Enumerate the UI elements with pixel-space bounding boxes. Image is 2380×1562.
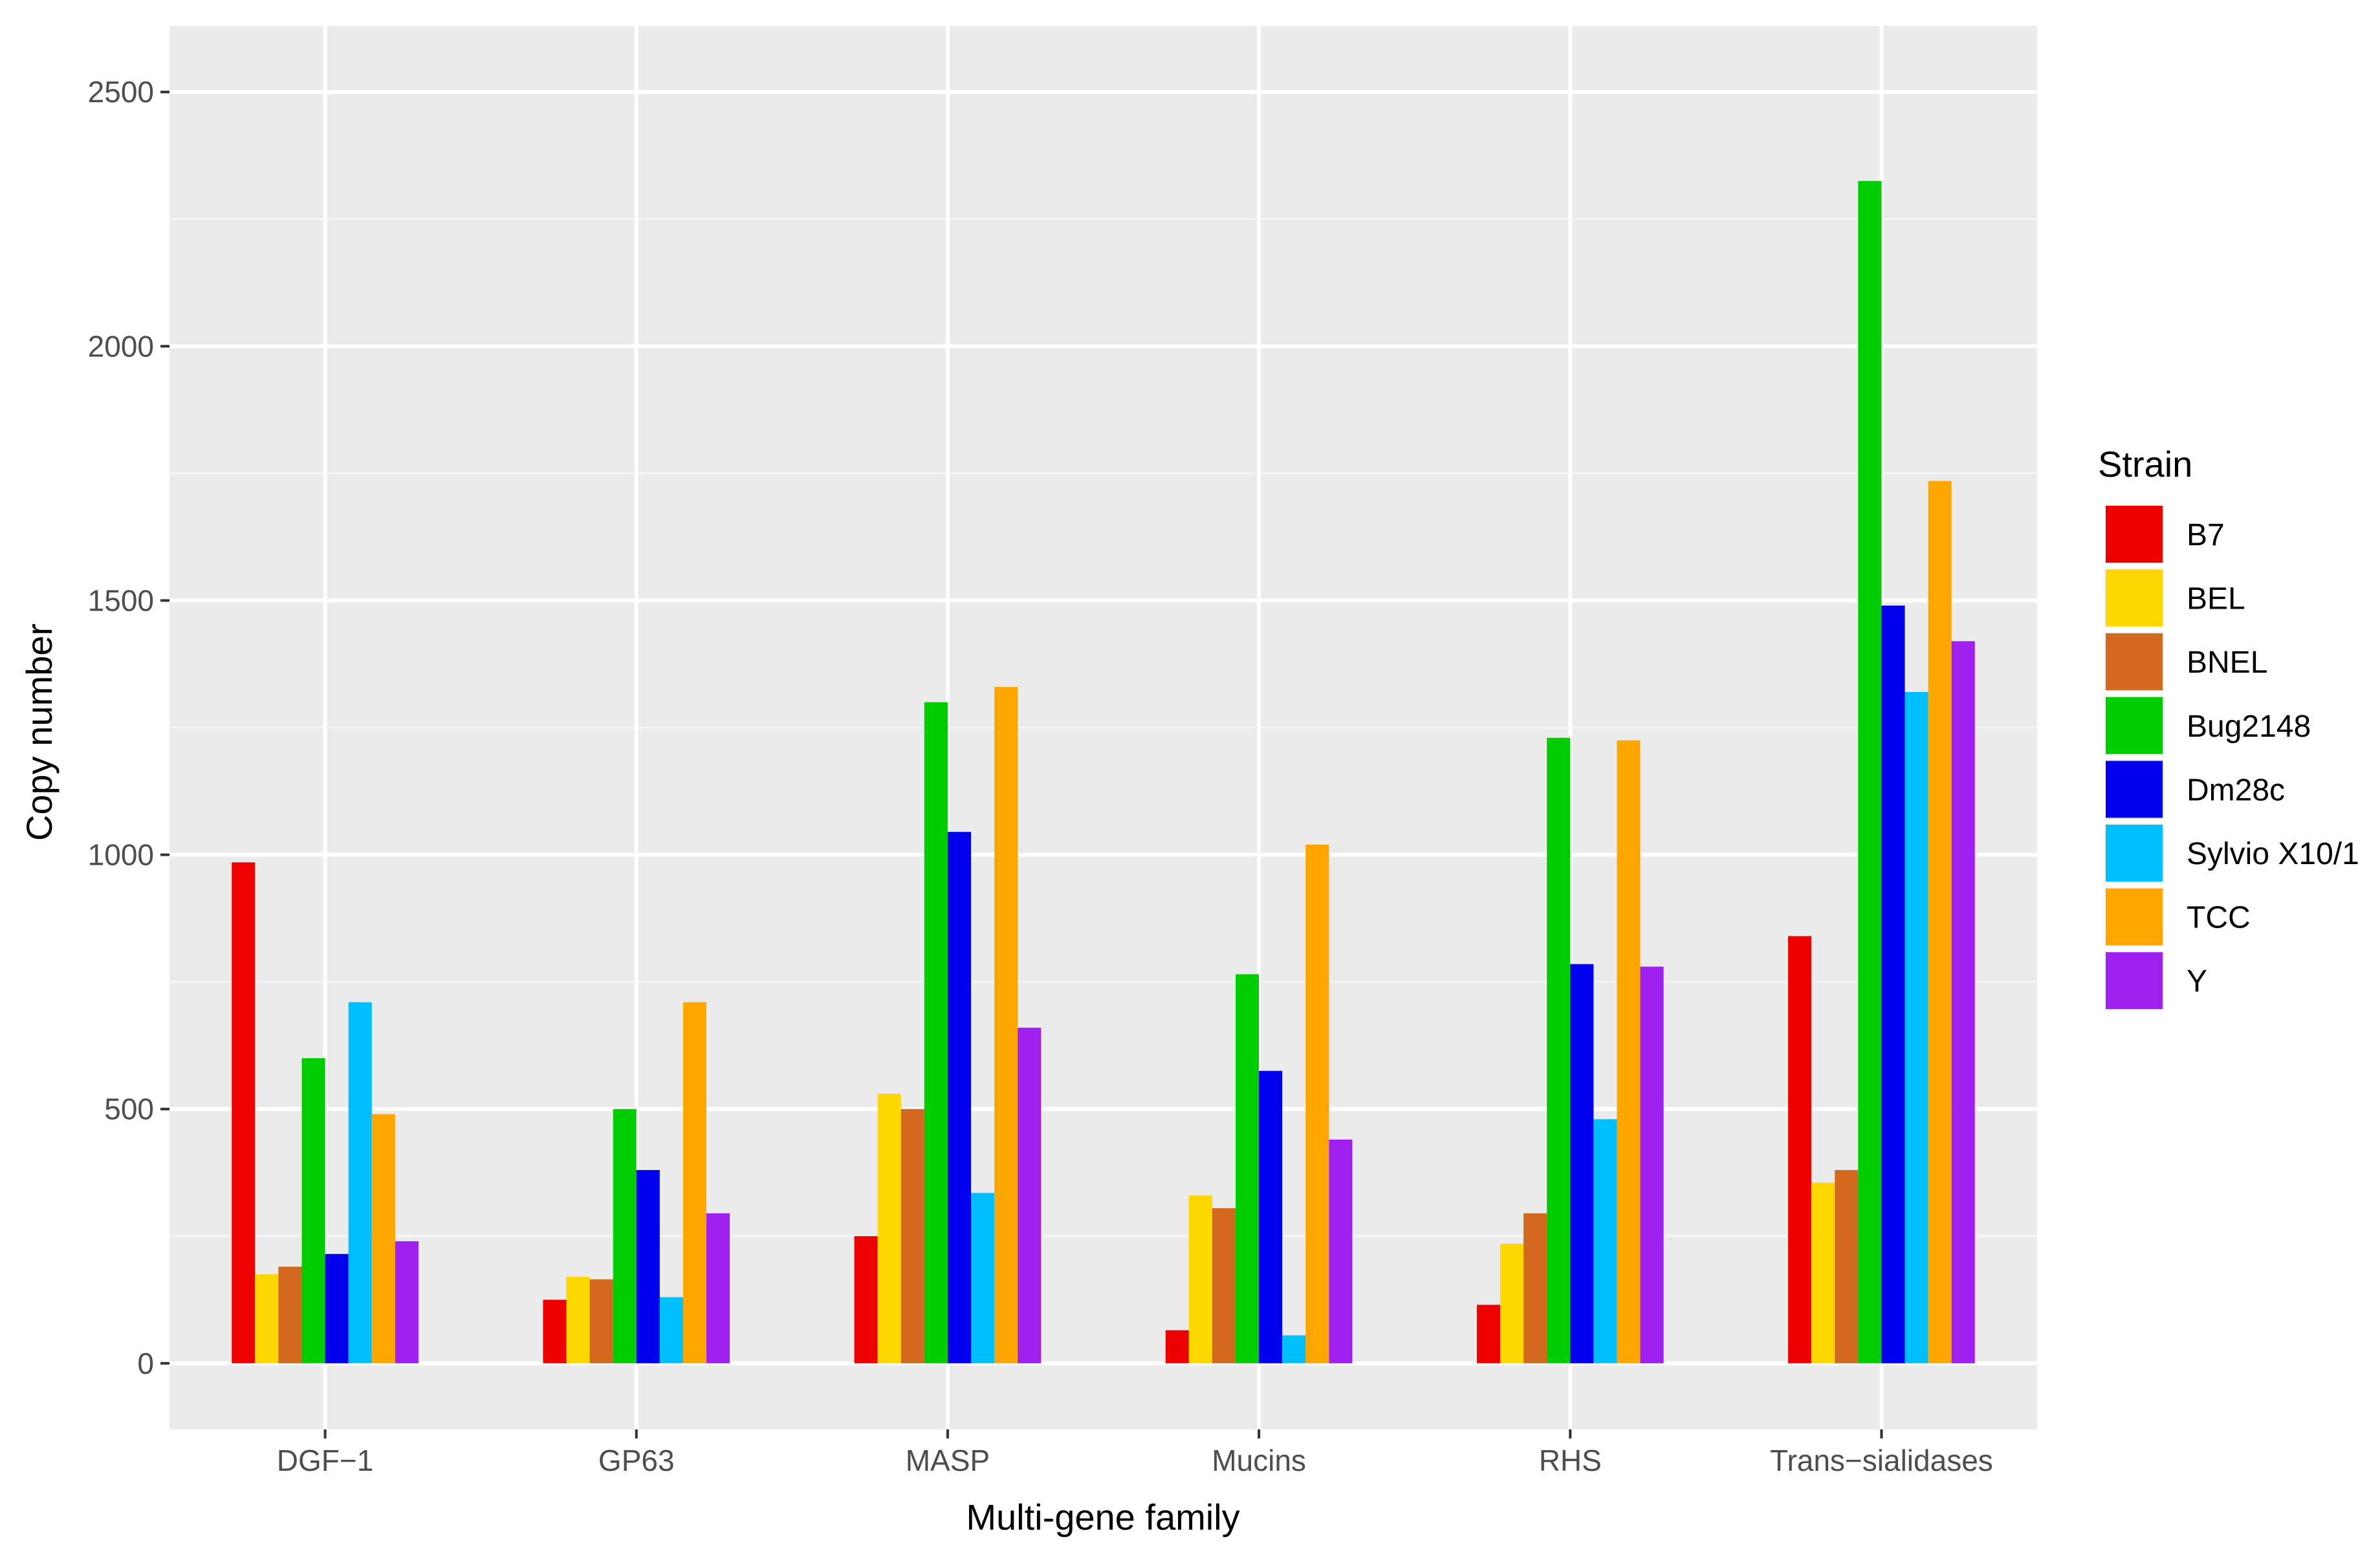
bar-dm28c-1 (636, 1170, 660, 1363)
bar-sylvio-x10-1-5 (1905, 691, 1928, 1363)
legend-label: Dm28c (2187, 773, 2285, 807)
bar-bel-2 (877, 1094, 901, 1363)
x-axis-title: Multi-gene family (966, 1497, 1239, 1537)
bar-bel-5 (1811, 1182, 1835, 1363)
bar-dm28c-4 (1570, 964, 1594, 1363)
bar-dm28c-2 (947, 832, 972, 1363)
bar-bnel-0 (278, 1266, 302, 1363)
legend-swatch (2106, 952, 2163, 1010)
legend-swatch (2106, 888, 2163, 946)
bar-dm28c-3 (1259, 1070, 1283, 1363)
y-tick-label: 0 (137, 1347, 154, 1380)
legend-label: Bug2148 (2187, 710, 2311, 744)
bar-b7-1 (543, 1299, 567, 1363)
y-tick-label: 2000 (88, 329, 154, 363)
bar-sylvio-x10-1-3 (1282, 1335, 1306, 1363)
axes-layer: 0 500 1000 1500 2000 2500 DGF−1 GP63 MASP Mucins R… (88, 75, 1993, 1477)
bar-bel-0 (255, 1274, 279, 1363)
legend-swatch (2106, 697, 2163, 754)
bar-bug2148-5 (1858, 180, 1882, 1363)
legend: Strain B7 BEL BNEL Bug2148 Dm28c Sylvio X10/1… (2098, 444, 2359, 1011)
legend-swatch (2106, 633, 2163, 691)
legend-label: B7 (2187, 518, 2225, 552)
bar-bug2148-1 (613, 1109, 637, 1363)
bar-dm28c-0 (325, 1253, 349, 1363)
bar-y-2 (1018, 1027, 1042, 1363)
bar-b7-2 (854, 1236, 878, 1363)
legend-swatch (2106, 825, 2163, 882)
bar-bug2148-2 (924, 702, 948, 1363)
bar-tcc-1 (682, 1002, 707, 1363)
legend-swatch (2106, 569, 2163, 627)
bar-bel-1 (566, 1277, 590, 1363)
bar-sylvio-x10-1-0 (348, 1002, 372, 1363)
bar-bel-3 (1188, 1195, 1212, 1363)
x-tick-label: Mucins (1212, 1444, 1306, 1477)
y-tick-label: 2500 (88, 75, 154, 109)
bar-b7-5 (1788, 936, 1812, 1363)
bar-bnel-2 (901, 1109, 924, 1363)
bars-layer (232, 180, 1975, 1363)
bar-tcc-5 (1928, 481, 1952, 1363)
bar-bug2148-3 (1235, 974, 1260, 1363)
bar-b7-4 (1476, 1305, 1500, 1363)
bar-dm28c-5 (1881, 605, 1905, 1363)
bar-b7-3 (1165, 1330, 1189, 1363)
legend-swatch (2106, 761, 2163, 818)
x-tick-label: RHS (1539, 1444, 1602, 1477)
bar-y-1 (706, 1213, 730, 1363)
bar-bnel-3 (1212, 1208, 1236, 1363)
bar-y-0 (395, 1241, 419, 1363)
legend-label: TCC (2187, 901, 2251, 935)
y-tick-label: 1000 (88, 838, 154, 872)
bar-y-4 (1640, 966, 1664, 1363)
x-tick-label: MASP (906, 1444, 990, 1477)
bar-y-5 (1951, 641, 1975, 1363)
y-tick-label: 1500 (88, 583, 154, 617)
bar-bnel-5 (1835, 1170, 1859, 1363)
y-tick-label: 500 (104, 1092, 154, 1126)
bar-bug2148-4 (1547, 737, 1571, 1363)
bar-sylvio-x10-1-1 (659, 1297, 683, 1363)
legend-swatch (2106, 506, 2163, 563)
bar-bnel-4 (1523, 1213, 1547, 1363)
legend-title: Strain (2098, 444, 2192, 484)
x-tick-label: Trans−sialidases (1770, 1444, 1993, 1477)
bar-tcc-0 (371, 1114, 395, 1363)
legend-label: Y (2187, 964, 2207, 999)
bar-sylvio-x10-1-4 (1593, 1119, 1617, 1363)
legend-label: Sylvio X10/1 (2187, 837, 2359, 871)
bar-tcc-4 (1617, 740, 1641, 1363)
bar-bnel-1 (589, 1279, 613, 1363)
bar-bel-4 (1500, 1244, 1524, 1363)
bar-tcc-2 (994, 687, 1018, 1363)
y-axis-title: Copy number (19, 624, 60, 841)
legend-label: BNEL (2187, 645, 2267, 680)
bar-bug2148-0 (301, 1058, 325, 1363)
x-tick-label: DGF−1 (277, 1444, 374, 1477)
legend-label: BEL (2187, 582, 2245, 616)
bar-b7-0 (232, 862, 256, 1363)
bar-sylvio-x10-1-2 (971, 1193, 995, 1363)
bar-y-3 (1329, 1139, 1353, 1363)
bar-tcc-3 (1305, 844, 1329, 1363)
x-tick-label: GP63 (598, 1444, 675, 1477)
